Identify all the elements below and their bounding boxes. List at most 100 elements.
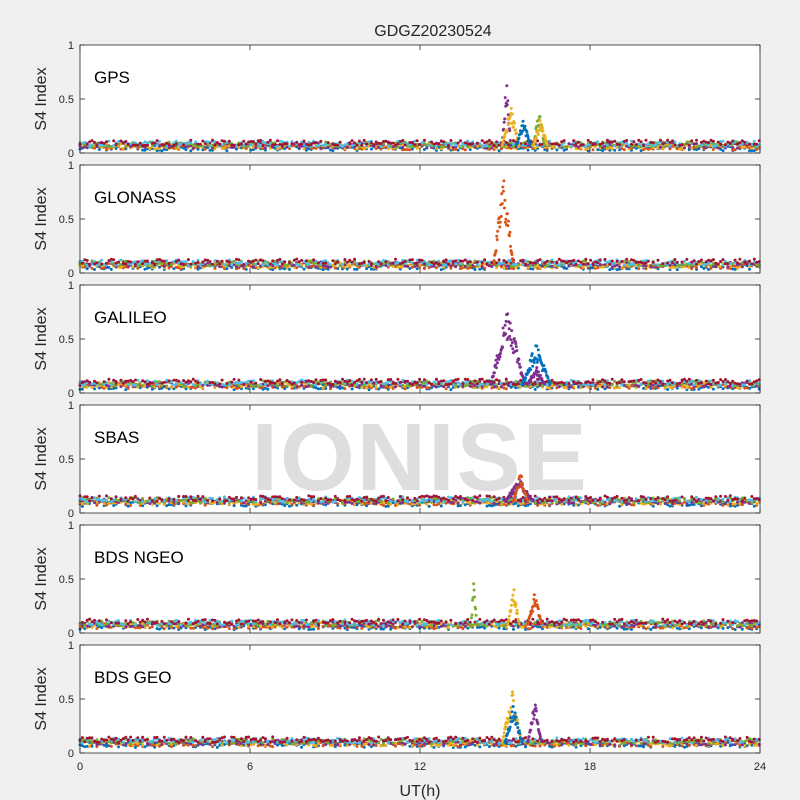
data-point (512, 145, 515, 149)
data-point (213, 143, 217, 147)
data-point (526, 144, 530, 148)
data-point (100, 145, 104, 149)
data-point (288, 147, 291, 151)
data-point (143, 148, 147, 152)
data-point (353, 262, 357, 266)
data-point (506, 224, 510, 228)
data-point (112, 258, 116, 262)
data-point (613, 264, 617, 268)
data-point (155, 139, 159, 143)
data-point (506, 113, 510, 117)
data-point (300, 383, 304, 387)
data-point (321, 143, 325, 147)
data-point (451, 145, 455, 149)
data-point (528, 267, 532, 271)
data-point (552, 145, 556, 149)
data-point (384, 139, 388, 143)
data-point (697, 387, 701, 391)
data-point (107, 145, 111, 149)
data-point (170, 142, 173, 146)
data-point (748, 149, 751, 153)
data-point (497, 357, 501, 361)
data-point (490, 379, 494, 383)
data-point (618, 381, 621, 385)
y-axis-label: S4 Index (33, 187, 50, 250)
data-point (740, 146, 744, 149)
data-point (444, 258, 448, 262)
data-point (261, 140, 265, 143)
data-point (733, 267, 737, 271)
data-point (726, 380, 730, 384)
data-point (661, 262, 665, 266)
data-point (738, 382, 742, 386)
data-point (536, 123, 540, 127)
data-point (357, 377, 361, 381)
data-point (591, 143, 595, 147)
data-point (680, 147, 684, 150)
data-point (107, 139, 111, 143)
data-point (605, 143, 609, 147)
data-point (750, 382, 754, 386)
data-point (83, 140, 87, 144)
data-point (326, 146, 330, 150)
data-point (567, 142, 571, 146)
data-point (466, 145, 470, 149)
data-point (646, 147, 650, 151)
data-point (100, 141, 104, 144)
data-point (454, 141, 458, 145)
data-point (502, 179, 506, 183)
data-point (512, 337, 516, 341)
data-point (475, 144, 479, 148)
data-point (671, 144, 674, 148)
data-point (680, 260, 684, 264)
data-point (569, 385, 573, 389)
data-point (449, 143, 453, 147)
data-point (589, 145, 593, 148)
data-point (733, 148, 737, 152)
data-point (750, 149, 754, 153)
data-point (480, 382, 484, 386)
data-point (473, 142, 477, 146)
data-point (444, 387, 448, 391)
data-point (680, 143, 684, 147)
data-point (295, 145, 299, 149)
data-point (196, 265, 200, 269)
data-point (324, 261, 328, 265)
data-point (80, 146, 84, 150)
data-point (225, 267, 229, 271)
data-point (365, 142, 369, 146)
data-point (468, 143, 472, 146)
data-point (158, 140, 161, 144)
data-point (235, 147, 238, 151)
data-point (543, 135, 547, 139)
data-point (459, 144, 462, 148)
data-point (184, 148, 188, 152)
data-point (639, 149, 643, 153)
data-point (526, 148, 530, 152)
data-point (119, 258, 123, 262)
data-point (632, 263, 636, 266)
data-point (105, 148, 108, 152)
data-point (550, 260, 554, 264)
data-point (719, 147, 723, 151)
data-point (644, 138, 648, 142)
data-point (439, 263, 443, 267)
data-point (521, 119, 525, 123)
data-point (292, 142, 296, 146)
data-point (451, 148, 455, 152)
data-point (533, 387, 537, 391)
data-point (507, 146, 511, 150)
data-point (483, 266, 487, 270)
data-point (503, 323, 507, 327)
data-point (271, 264, 275, 268)
data-point (468, 263, 472, 267)
data-point (150, 141, 154, 145)
data-point (516, 266, 520, 270)
data-point (507, 262, 511, 266)
data-point (276, 144, 279, 148)
data-point (711, 139, 715, 143)
data-point (683, 377, 686, 381)
data-point (316, 266, 320, 270)
data-point (695, 138, 698, 142)
data-point (302, 267, 306, 271)
